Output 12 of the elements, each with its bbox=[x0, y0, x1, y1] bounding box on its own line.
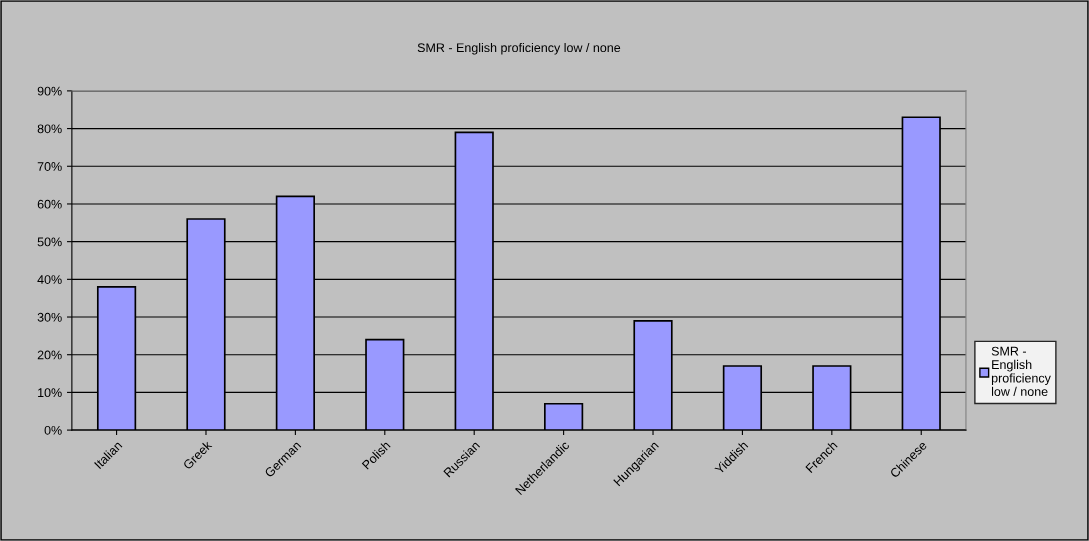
y-tick-label: 80% bbox=[37, 124, 62, 134]
y-tick-label: 50% bbox=[37, 237, 62, 247]
chart-title: SMR - English proficiency low / none bbox=[417, 42, 621, 55]
y-tick-label: 10% bbox=[38, 388, 62, 398]
y-tick-label: 60% bbox=[37, 199, 62, 209]
legend-label: SMR - English proficiency low / none bbox=[991, 346, 1051, 396]
y-tick-label: 30% bbox=[37, 312, 62, 322]
y-tick-label: 0% bbox=[44, 425, 62, 435]
y-tick-label: 20% bbox=[37, 350, 62, 360]
y-tick-label: 70% bbox=[37, 162, 62, 171]
y-tick-label: 40% bbox=[37, 275, 62, 284]
y-tick-label: 90% bbox=[37, 86, 62, 96]
